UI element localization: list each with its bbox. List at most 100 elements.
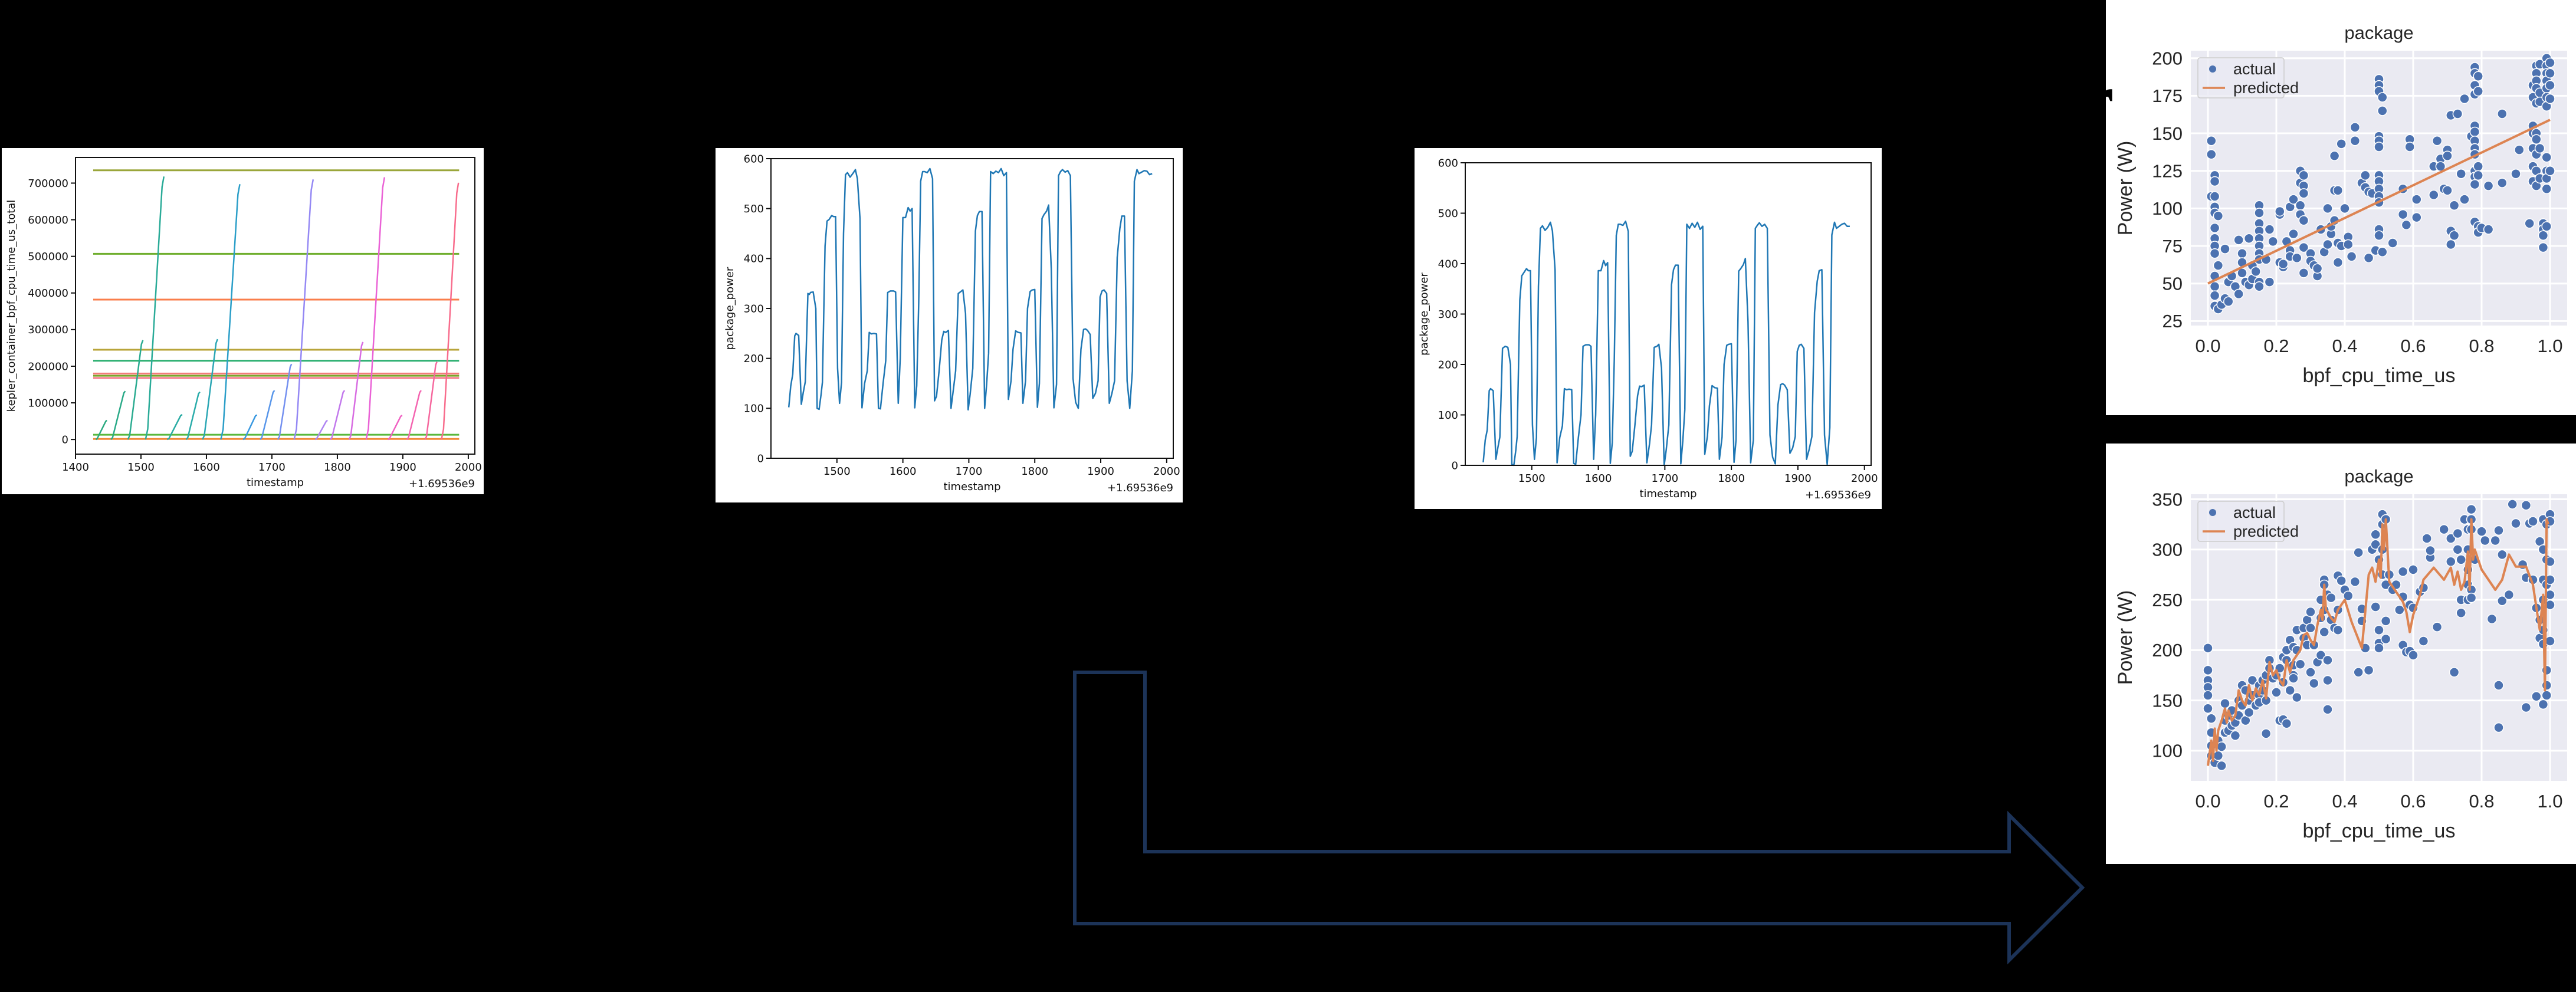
data-point (2541, 690, 2552, 701)
y-axis-label: Power (W) (2114, 590, 2137, 685)
series-line (242, 414, 258, 441)
data-point (2288, 194, 2299, 205)
x-tick-label: 1500 (127, 461, 155, 474)
data-point (2260, 728, 2272, 739)
data-point (2206, 713, 2217, 724)
x-axis-label: timestamp (1639, 488, 1696, 500)
data-point (2503, 589, 2515, 600)
y-tick-label: 200 (2152, 640, 2183, 661)
chart-container-cpu-time: 1400 1500 1600 1700 1800 1900 2000 0 100000 20000… (5, 157, 482, 490)
data-point (2203, 665, 2213, 676)
data-point (2220, 244, 2230, 254)
data-point (2545, 165, 2555, 176)
series-line (787, 167, 1153, 411)
data-point (2377, 92, 2388, 103)
x-offset-label: +1.69536e9 (1107, 482, 1173, 494)
data-point (2469, 179, 2480, 190)
y-tick-label: 300 (2152, 540, 2183, 560)
series-line (314, 419, 328, 441)
data-point (2442, 150, 2453, 162)
data-point (2203, 643, 2213, 653)
y-tick-label: 150 (2152, 123, 2183, 144)
data-point (2380, 633, 2391, 645)
x-tick-label: 1800 (1718, 472, 1745, 485)
y-tick-label: 25 (2162, 311, 2183, 331)
y-tick-label: 300000 (28, 324, 68, 336)
data-point (2534, 143, 2545, 154)
series-line (202, 339, 219, 440)
x-tick-label: 0.0 (2195, 336, 2220, 356)
data-point (2339, 203, 2350, 214)
y-tick-label: 0 (757, 452, 764, 465)
series-line (260, 390, 275, 440)
plot-area (93, 169, 460, 441)
x-tick-label: 2000 (1153, 465, 1180, 478)
data-point (2456, 554, 2466, 565)
x-tick-label: 1.0 (2537, 336, 2562, 356)
data-point (2247, 675, 2258, 686)
data-point (2213, 260, 2224, 271)
data-point (2209, 191, 2220, 202)
data-point (2336, 575, 2347, 586)
data-point (2349, 136, 2361, 146)
data-point (2292, 252, 2302, 264)
data-point (2288, 228, 2299, 239)
data-point (2456, 607, 2466, 618)
data-point (2545, 57, 2555, 68)
data-point (2507, 499, 2518, 510)
x-tick-label: 0.8 (2469, 336, 2494, 356)
data-point (2298, 188, 2309, 199)
data-point (2545, 68, 2555, 78)
data-point (2497, 178, 2508, 188)
x-offset-label: +1.69536e9 (409, 478, 475, 490)
y-tick-label: 600 (1438, 157, 1458, 169)
series-line (277, 363, 293, 440)
y-tick-label: 200 (1438, 359, 1458, 371)
x-tick-label: 1700 (1651, 472, 1678, 485)
chart-panel-package-power-b: 1500 1600 1700 1800 1900 2000 0 100 200 300 400 500… (1415, 148, 1882, 509)
x-tick-label: 1900 (1087, 465, 1114, 478)
data-point (2336, 139, 2347, 149)
legend: actual predicted (2197, 501, 2299, 542)
data-point (2538, 242, 2549, 253)
series-line (441, 182, 460, 440)
y-tick-label: 250 (2152, 590, 2183, 610)
data-point (2292, 692, 2302, 703)
data-point (2374, 230, 2384, 241)
x-tick-label: 1600 (193, 461, 220, 474)
data-point (2363, 252, 2374, 264)
legend-label-predicted: predicted (2233, 79, 2299, 97)
data-point (2278, 258, 2289, 270)
data-point (2223, 296, 2234, 307)
y-tick-label: 500 (744, 203, 764, 215)
data-point (2456, 169, 2466, 179)
x-axis-label: timestamp (943, 481, 1000, 493)
y-tick-label: 400 (744, 253, 764, 265)
data-point (2298, 268, 2309, 278)
legend-marker-actual (2209, 509, 2216, 516)
data-point (2421, 533, 2432, 544)
data-point (2459, 93, 2470, 104)
x-axis-label: bpf_cpu_time_us (2303, 820, 2456, 842)
series-line (1482, 220, 1850, 467)
data-point (2209, 290, 2220, 301)
chart-panel-nonlinear-fit: 0.0 0.2 0.4 0.6 0.8 1.0 100 150 200 250 300 350 pack… (2106, 444, 2576, 864)
data-point (2322, 675, 2333, 686)
data-point (2442, 185, 2453, 196)
x-tick-label: 1500 (1518, 472, 1545, 485)
y-axis-label: package_power (724, 267, 736, 350)
y-tick-label: 100000 (28, 397, 68, 409)
x-tick-label: 2000 (1851, 472, 1878, 485)
data-point (2233, 235, 2244, 245)
x-tick-label: 1700 (956, 465, 983, 478)
y-tick-label: 175 (2152, 86, 2183, 106)
data-point (2243, 707, 2255, 718)
y-tick-label: 100 (2152, 741, 2183, 761)
series-line (293, 179, 314, 440)
data-point (2531, 691, 2542, 702)
data-point (2493, 722, 2504, 733)
legend-label-predicted: predicted (2233, 523, 2299, 540)
data-point (2332, 625, 2344, 635)
data-point (2473, 86, 2483, 97)
